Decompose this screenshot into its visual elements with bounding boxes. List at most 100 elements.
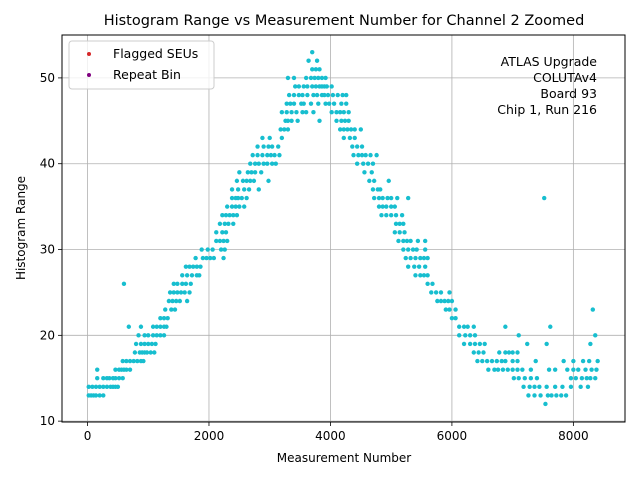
data-point	[250, 152, 255, 158]
data-point	[285, 127, 291, 132]
data-point	[486, 367, 491, 372]
data-point	[182, 290, 187, 295]
data-point	[482, 341, 487, 347]
data-point	[193, 255, 198, 261]
data-point	[334, 110, 339, 115]
y-tick-label: 40	[40, 157, 55, 171]
data-point	[127, 367, 133, 372]
data-point	[397, 230, 402, 235]
data-point	[154, 333, 159, 338]
data-point	[316, 101, 321, 106]
data-point	[593, 333, 598, 338]
data-point	[272, 152, 277, 158]
data-point	[384, 204, 389, 209]
data-point	[368, 152, 373, 158]
data-point	[379, 212, 384, 218]
data-point	[516, 376, 521, 381]
data-point	[370, 187, 376, 192]
data-point	[135, 358, 140, 364]
data-point	[327, 101, 332, 106]
data-point	[544, 341, 549, 347]
data-point	[93, 393, 99, 398]
data-point	[284, 101, 289, 106]
data-point	[285, 75, 291, 81]
data-point	[442, 298, 447, 304]
data-point	[101, 384, 106, 390]
data-point	[187, 290, 192, 295]
data-point	[163, 307, 168, 312]
data-point	[369, 170, 374, 175]
data-point	[148, 350, 153, 355]
data-point	[515, 358, 520, 364]
data-point	[240, 178, 246, 184]
data-point	[266, 144, 271, 149]
data-point	[132, 350, 138, 355]
data-point	[252, 170, 258, 175]
data-point	[354, 144, 360, 149]
data-point	[594, 367, 599, 372]
data-point	[289, 118, 294, 124]
data-point	[359, 152, 365, 158]
data-point	[447, 290, 452, 295]
data-point	[337, 127, 343, 132]
x-tick-label: 8000	[558, 429, 589, 443]
data-point	[313, 67, 319, 72]
data-point	[303, 110, 309, 115]
data-point	[261, 161, 266, 166]
data-point	[229, 187, 235, 192]
annotation-line-4: Chip 1, Run 216	[497, 102, 597, 117]
data-point	[393, 212, 399, 218]
data-point	[282, 127, 287, 132]
data-point	[239, 195, 244, 201]
data-point	[249, 170, 254, 175]
data-point	[386, 178, 391, 184]
data-point	[314, 58, 320, 63]
data-point	[242, 204, 247, 209]
data-point	[422, 264, 428, 269]
data-point	[503, 324, 508, 329]
data-point	[317, 67, 322, 72]
data-point	[568, 384, 574, 390]
data-point	[300, 110, 305, 115]
data-point	[248, 178, 253, 184]
data-point	[471, 324, 476, 329]
x-tick-label: 6000	[437, 429, 468, 443]
data-point	[231, 221, 236, 226]
data-point	[544, 384, 549, 390]
data-point	[408, 238, 413, 244]
data-point	[310, 49, 315, 55]
data-point	[430, 281, 435, 287]
data-point	[229, 195, 235, 201]
data-point	[412, 264, 417, 269]
data-point	[510, 367, 515, 372]
data-point	[220, 212, 225, 218]
data-point	[115, 384, 121, 390]
data-point	[217, 221, 223, 226]
data-point	[300, 92, 305, 98]
data-point	[330, 92, 336, 98]
data-point	[341, 110, 347, 115]
data-point	[563, 393, 569, 398]
x-axis-label: Measurement Number	[277, 451, 411, 465]
data-point	[245, 170, 251, 175]
data-point	[520, 367, 525, 372]
data-point	[503, 358, 508, 364]
data-point	[198, 264, 203, 269]
data-point	[497, 350, 502, 355]
data-point	[399, 212, 405, 218]
data-point	[308, 101, 314, 106]
data-point	[234, 212, 240, 218]
data-point	[418, 255, 423, 261]
data-point	[395, 195, 400, 201]
data-point	[559, 393, 564, 398]
x-tick-label: 4000	[315, 429, 346, 443]
data-point	[538, 393, 543, 398]
data-point	[293, 84, 298, 89]
data-point	[453, 307, 458, 312]
chart-title: Histogram Range vs Measurement Number fo…	[104, 13, 585, 29]
data-point	[233, 204, 238, 209]
data-point	[124, 358, 129, 364]
data-point	[362, 170, 367, 175]
data-point	[472, 333, 478, 338]
data-point	[422, 247, 428, 252]
